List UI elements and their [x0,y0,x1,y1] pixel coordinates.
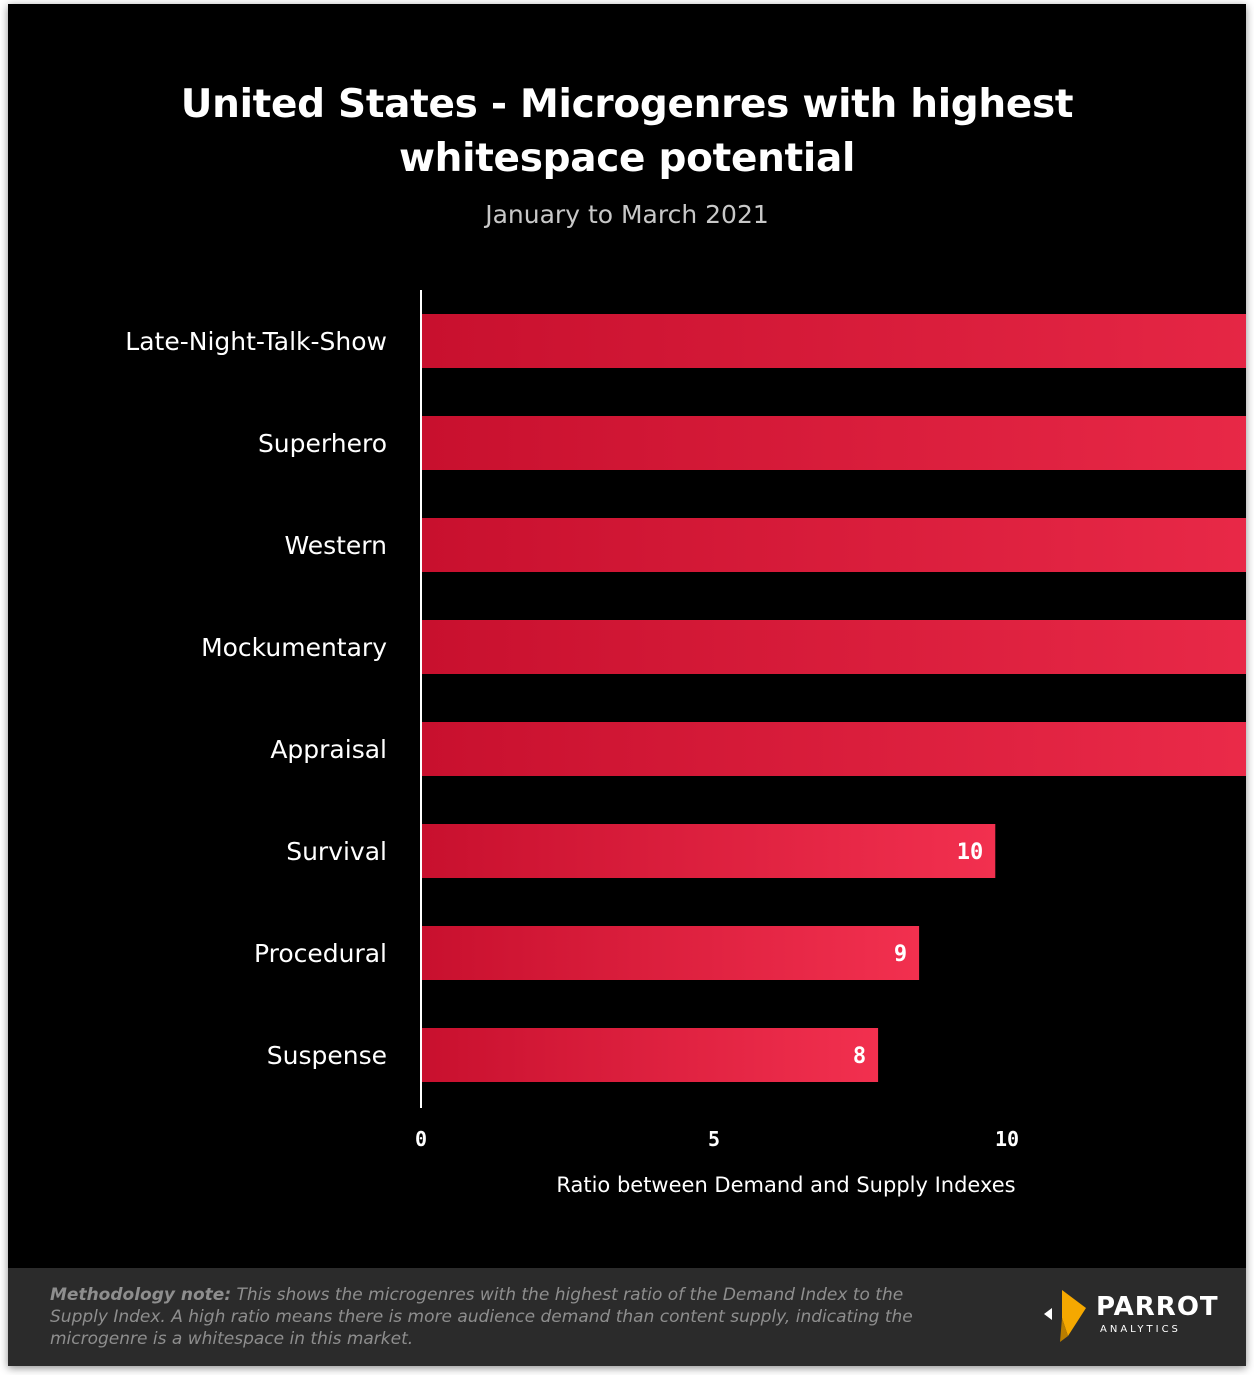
bar [421,314,1246,368]
chart-title: United States - Microgenres with highest… [8,78,1246,186]
chart-subtitle: January to March 2021 [485,200,769,229]
plot-area: Late-Night-Talk-Show20Superhero19Western… [125,290,1246,1197]
methodology-footer: Methodology note: This shows the microge… [8,1268,1246,1366]
bar [421,620,1246,674]
bar [421,722,1246,776]
data-label: 10 [957,840,984,865]
chart-title-line-2: whitespace potential [398,136,856,181]
x-axis-title: Ratio between Demand and Supply Indexes [556,1173,1015,1197]
logo-subtitle: ANALYTICS [1100,1324,1181,1335]
data-label: 8 [853,1044,866,1069]
x-tick-label: 0 [415,1127,427,1151]
x-tick-label: 10 [995,1127,1019,1151]
methodology-note-text: This shows the microgenres with the high… [50,1285,913,1349]
parrot-analytics-logo: PARROT ANALYTICS [1044,1290,1218,1350]
category-label: Appraisal [270,735,387,764]
data-label: 9 [894,942,907,967]
chart-card: United States - Microgenres with highest… [8,4,1246,1366]
category-label: Late-Night-Talk-Show [125,327,387,356]
bar [421,416,1246,470]
logo-name: PARROT [1096,1292,1219,1322]
methodology-note-label: Methodology note: [50,1285,232,1305]
x-tick-label: 5 [708,1127,720,1151]
bar [421,1028,879,1082]
bar [421,926,920,980]
category-label: Mockumentary [201,633,387,662]
bar [421,824,996,878]
methodology-note: Methodology note: This shows the microge… [50,1284,950,1350]
bar-chart: Late-Night-Talk-Show20Superhero19Western… [125,290,1246,1197]
category-label: Survival [286,837,387,866]
category-label: Western [284,531,387,560]
chart-title-line-1: United States - Microgenres with highest [180,82,1074,127]
category-label: Superhero [258,429,387,458]
category-label: Suspense [267,1041,387,1070]
bar [421,518,1246,572]
parrot-logo-icon [1044,1290,1086,1342]
category-label: Procedural [254,939,387,968]
